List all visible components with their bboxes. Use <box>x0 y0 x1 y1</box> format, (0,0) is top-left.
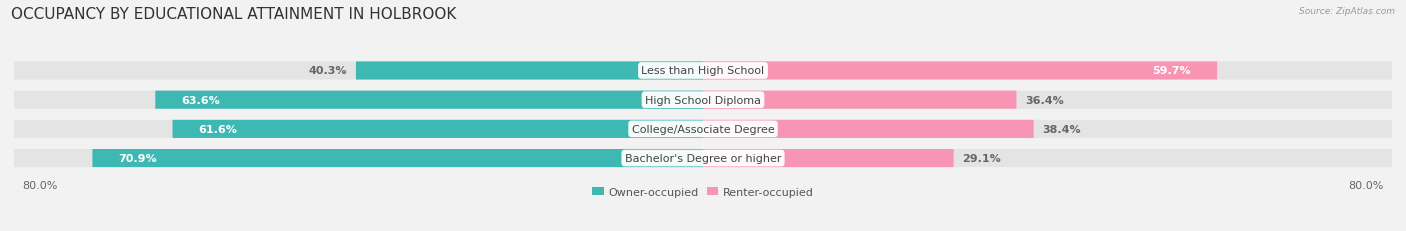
Text: Bachelor's Degree or higher: Bachelor's Degree or higher <box>624 153 782 163</box>
Text: 80.0%: 80.0% <box>22 180 58 190</box>
Text: 59.7%: 59.7% <box>1153 66 1191 76</box>
Text: High School Diploma: High School Diploma <box>645 95 761 105</box>
FancyBboxPatch shape <box>703 62 1218 80</box>
FancyBboxPatch shape <box>155 91 703 109</box>
FancyBboxPatch shape <box>356 62 703 80</box>
Text: 29.1%: 29.1% <box>962 153 1001 163</box>
Text: OCCUPANCY BY EDUCATIONAL ATTAINMENT IN HOLBROOK: OCCUPANCY BY EDUCATIONAL ATTAINMENT IN H… <box>11 7 457 22</box>
FancyBboxPatch shape <box>14 149 1392 167</box>
Text: 63.6%: 63.6% <box>181 95 219 105</box>
Text: 40.3%: 40.3% <box>309 66 347 76</box>
Text: 61.6%: 61.6% <box>198 124 238 134</box>
FancyBboxPatch shape <box>14 91 1392 109</box>
Text: 70.9%: 70.9% <box>118 153 157 163</box>
FancyBboxPatch shape <box>14 62 1392 80</box>
FancyBboxPatch shape <box>703 91 1017 109</box>
FancyBboxPatch shape <box>93 149 703 167</box>
Text: 80.0%: 80.0% <box>1348 180 1384 190</box>
FancyBboxPatch shape <box>703 149 953 167</box>
FancyBboxPatch shape <box>703 120 1033 138</box>
FancyBboxPatch shape <box>14 120 1392 138</box>
Text: 38.4%: 38.4% <box>1042 124 1081 134</box>
Text: College/Associate Degree: College/Associate Degree <box>631 124 775 134</box>
FancyBboxPatch shape <box>173 120 703 138</box>
Legend: Owner-occupied, Renter-occupied: Owner-occupied, Renter-occupied <box>592 186 814 198</box>
Text: Source: ZipAtlas.com: Source: ZipAtlas.com <box>1299 7 1395 16</box>
Text: Less than High School: Less than High School <box>641 66 765 76</box>
Text: 36.4%: 36.4% <box>1025 95 1064 105</box>
